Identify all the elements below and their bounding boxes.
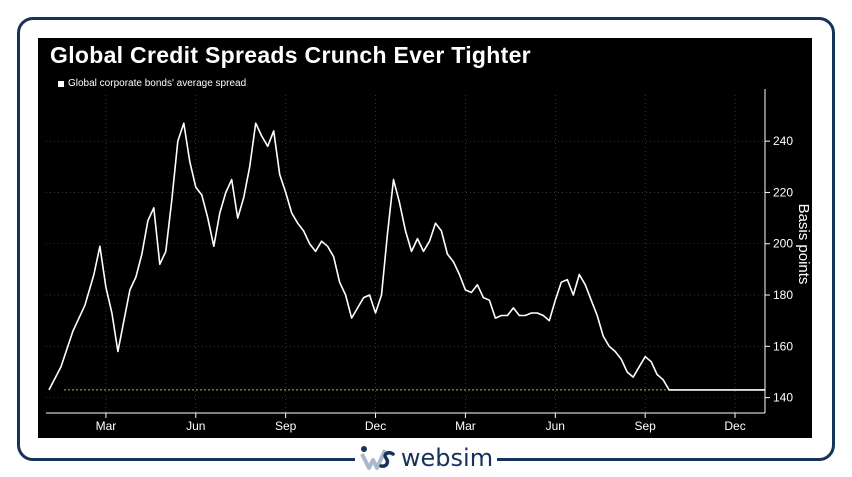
x-tick-label: Dec (365, 419, 386, 433)
y-tick-label: 200 (773, 237, 793, 251)
x-tick-label: Sep (634, 419, 656, 433)
series-line (48, 122, 765, 391)
y-tick-label: 140 (773, 391, 793, 405)
y-tick-label: 220 (773, 185, 793, 199)
y-tick-label: 160 (773, 339, 793, 353)
legend-label: Global corporate bonds' average spread (68, 78, 247, 89)
x-tick-label: Jun (186, 419, 205, 433)
websim-logo-icon (360, 446, 395, 470)
chart-title: Global Credit Spreads Crunch Ever Tighte… (50, 42, 531, 68)
y-axis-label: Basis points (795, 204, 812, 285)
legend: Global corporate bonds' average spread (58, 78, 246, 89)
y-tick-label: 240 (773, 134, 793, 148)
x-tick-label: Jun (546, 419, 565, 433)
websim-brand: websim (355, 443, 497, 473)
legend-swatch (58, 80, 64, 87)
line-chart: 140 160 180 200 220 240 Mar Jun Sep Dec Mar Jun Sep D… (46, 89, 812, 433)
chart-panel: Global Credit Spreads Crunch Ever Tighte… (38, 38, 812, 438)
x-tick-label: Mar (455, 419, 476, 433)
y-tick-label: 180 (773, 288, 793, 302)
x-tick-label: Sep (275, 419, 297, 433)
x-tick-label: Mar (96, 419, 117, 433)
x-tick-label: Dec (724, 419, 745, 433)
brand-name: websim (400, 444, 494, 472)
